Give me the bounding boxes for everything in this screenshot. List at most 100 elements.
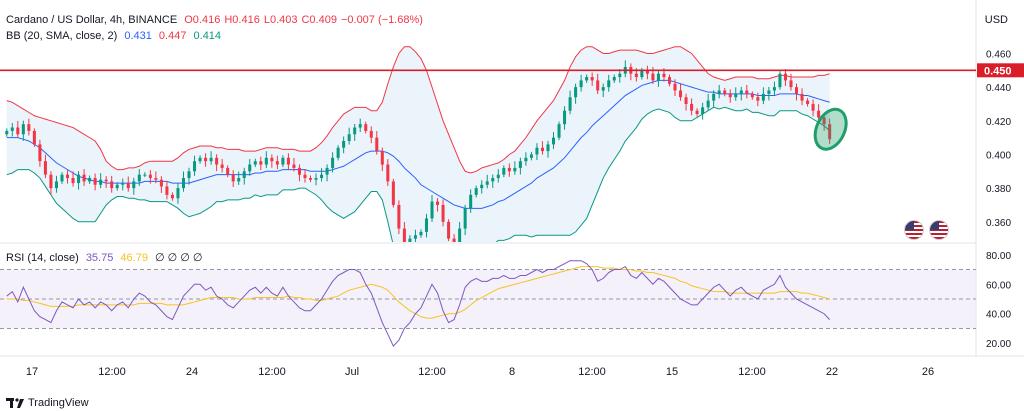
candle <box>325 167 329 175</box>
candle <box>794 87 799 94</box>
price-tick-label: 0.460 <box>986 49 1011 60</box>
candle <box>667 77 672 84</box>
price-tick-label: 0.440 <box>986 83 1011 94</box>
candle <box>143 174 147 176</box>
candle <box>115 184 119 189</box>
close-value: C0.409 <box>301 14 337 26</box>
candle <box>706 100 710 108</box>
candle <box>397 204 401 229</box>
rsi-label[interactable]: RSI (14, close) <box>6 252 79 264</box>
symbol-title[interactable]: Cardano / US Dollar, 4h, BINANCE <box>6 14 178 26</box>
candle <box>275 161 279 165</box>
candle <box>369 130 373 138</box>
candle <box>137 174 141 182</box>
candle <box>811 103 815 111</box>
candle <box>292 164 296 168</box>
candle <box>204 157 208 162</box>
candle <box>281 157 285 165</box>
candle <box>331 157 335 168</box>
candle <box>121 183 125 185</box>
bb-upper-line <box>6 46 830 174</box>
candle <box>822 117 826 125</box>
candle <box>402 228 406 242</box>
bb-lower-value: 0.414 <box>193 30 222 42</box>
candle <box>10 127 14 131</box>
currency-label[interactable]: USD <box>984 14 1008 26</box>
symbol-legend: Cardano / US Dollar, 4h, BINANCE O0.416 H… <box>6 14 427 26</box>
us-flag-event-icon[interactable] <box>929 220 949 240</box>
candle <box>270 157 274 162</box>
time-tick-label: 12:00 <box>418 366 446 378</box>
time-tick-label: 15 <box>666 366 678 378</box>
price-tick-label: 0.380 <box>986 184 1011 195</box>
candle <box>651 73 655 81</box>
time-tick-label: 24 <box>186 366 198 378</box>
price-tick-label: 0.360 <box>986 218 1011 229</box>
candle <box>447 221 451 239</box>
rsi-ma-line <box>6 266 830 319</box>
candle <box>38 144 42 162</box>
candle <box>297 167 301 175</box>
candle <box>436 201 440 205</box>
candle <box>237 178 241 182</box>
us-flag-event-icon[interactable] <box>904 220 924 240</box>
candle <box>767 90 771 94</box>
candle <box>209 157 213 162</box>
candle <box>574 87 578 98</box>
candle <box>49 174 53 189</box>
candle <box>612 77 616 81</box>
candle <box>513 167 517 172</box>
time-tick-label: 22 <box>826 366 838 378</box>
candle <box>585 77 589 81</box>
candle <box>684 97 688 104</box>
time-tick-label: 17 <box>26 366 38 378</box>
candle <box>181 178 186 189</box>
candle <box>5 130 9 135</box>
candle <box>159 179 163 187</box>
candle <box>82 174 86 182</box>
bb-label[interactable]: BB (20, SMA, close, 2) <box>6 30 118 42</box>
candle <box>712 93 716 101</box>
tradingview-logo-icon <box>6 398 24 408</box>
candle <box>557 124 561 138</box>
candle <box>551 137 556 145</box>
brand-name: TradingView <box>28 397 89 409</box>
candle <box>148 174 152 179</box>
candle <box>828 124 832 140</box>
candle <box>734 93 738 98</box>
time-tick-label: 12:00 <box>258 366 286 378</box>
candle <box>717 90 721 94</box>
candle <box>170 194 174 199</box>
candle <box>596 80 600 91</box>
candle <box>364 124 368 131</box>
candle <box>618 73 622 78</box>
candle <box>502 167 506 175</box>
candle <box>690 103 694 111</box>
candle <box>546 144 550 152</box>
candle <box>391 181 395 205</box>
candle <box>507 167 511 172</box>
candle <box>656 73 660 81</box>
candle <box>43 161 47 175</box>
candle <box>590 77 594 81</box>
candle <box>320 174 324 179</box>
price-tick-label: 0.420 <box>986 117 1011 128</box>
bb-upper-value: 0.447 <box>158 30 187 42</box>
candle <box>99 179 103 185</box>
bb-legend: BB (20, SMA, close, 2) 0.431 0.447 0.414 <box>6 30 225 42</box>
candle <box>524 157 528 162</box>
bb-basis-value: 0.431 <box>124 30 152 42</box>
bb-fill <box>6 46 830 242</box>
candle <box>679 90 683 98</box>
candle <box>750 93 754 98</box>
candle <box>662 73 666 78</box>
time-tick-label: 12:00 <box>738 366 766 378</box>
candle <box>761 93 765 101</box>
candle <box>303 174 307 179</box>
candle <box>308 178 313 180</box>
candle <box>817 110 821 118</box>
candle <box>441 204 445 222</box>
candle <box>419 231 423 236</box>
candle <box>756 97 760 101</box>
